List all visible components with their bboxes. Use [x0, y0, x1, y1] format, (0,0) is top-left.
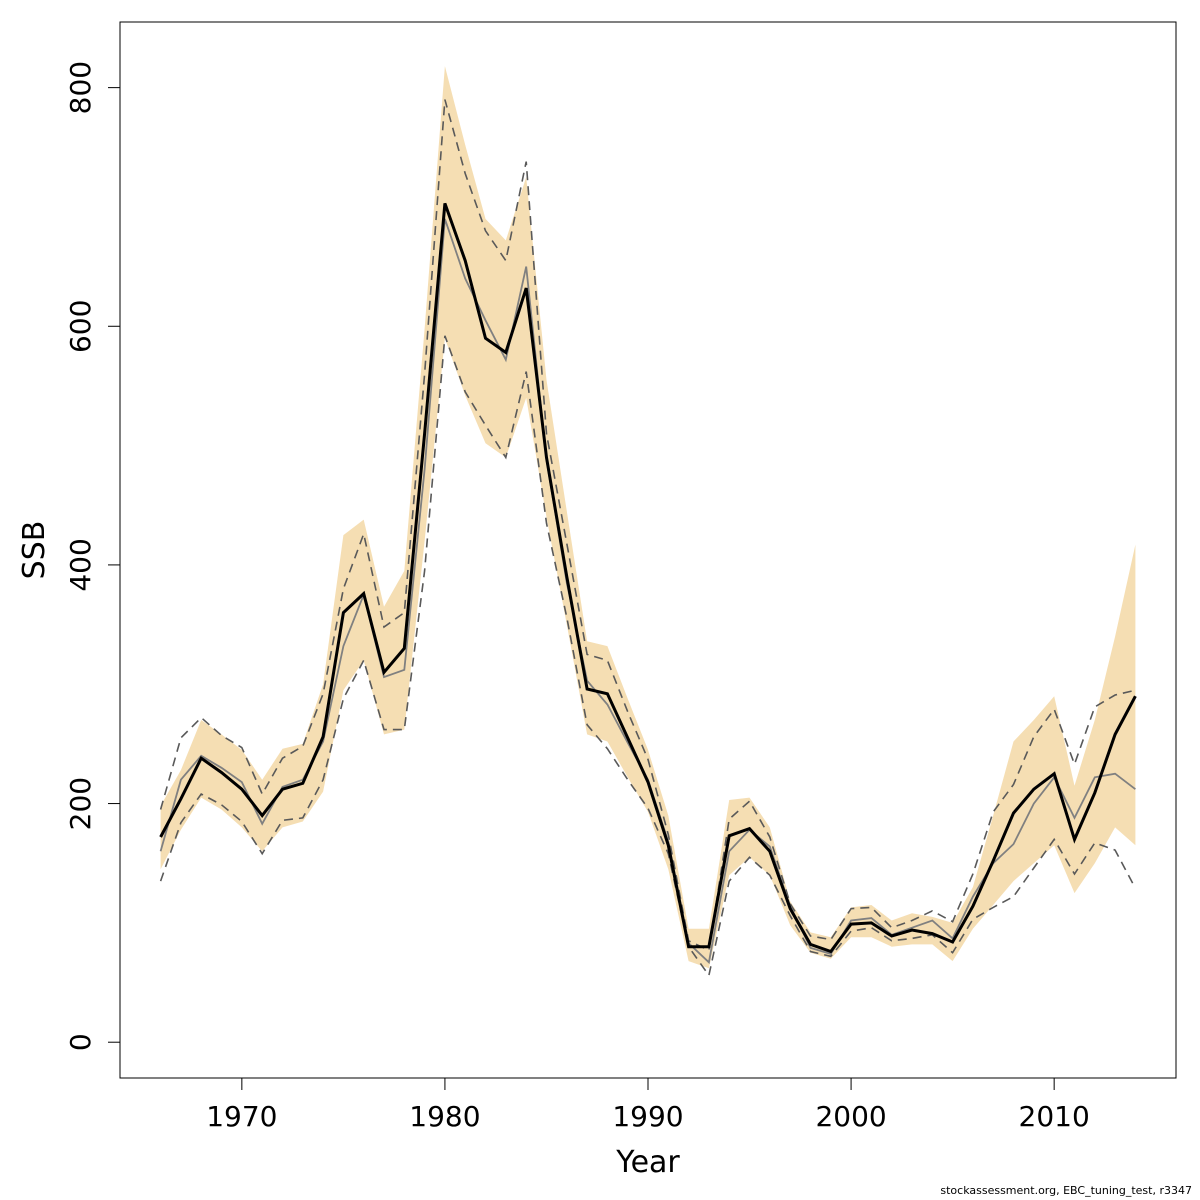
y-tick-label: 600 [64, 300, 97, 353]
x-tick-label: 2000 [815, 1100, 886, 1133]
alternative-upper-line [159, 99, 1136, 952]
y-axis-label: SSB [17, 521, 52, 580]
y-tick-label: 0 [64, 1033, 97, 1051]
y-axis: 0 200 400 600 800 [64, 61, 121, 1051]
x-tick-label: 1990 [612, 1100, 683, 1133]
y-tick-label: 400 [64, 538, 97, 591]
x-tick-label: 1970 [206, 1100, 277, 1133]
y-tick-label: 800 [64, 61, 97, 114]
y-tick-label: 200 [64, 777, 97, 830]
x-axis: 1970 1980 1990 2000 2010 [206, 1077, 1090, 1133]
confidence-band [160, 66, 1136, 969]
x-tick-label: 2010 [1019, 1100, 1090, 1133]
x-axis-label: Year [615, 1145, 680, 1180]
footer-text: stockassessment.org, EBC_tuning_test, r3… [940, 1184, 1192, 1197]
plot-frame [119, 21, 1177, 1079]
confidence-band-layer [160, 66, 1136, 969]
x-tick-label: 1980 [409, 1100, 480, 1133]
central-estimate-line [159, 202, 1137, 954]
alternative-lower-line [159, 335, 1137, 978]
series-lines-layer [159, 99, 1137, 978]
